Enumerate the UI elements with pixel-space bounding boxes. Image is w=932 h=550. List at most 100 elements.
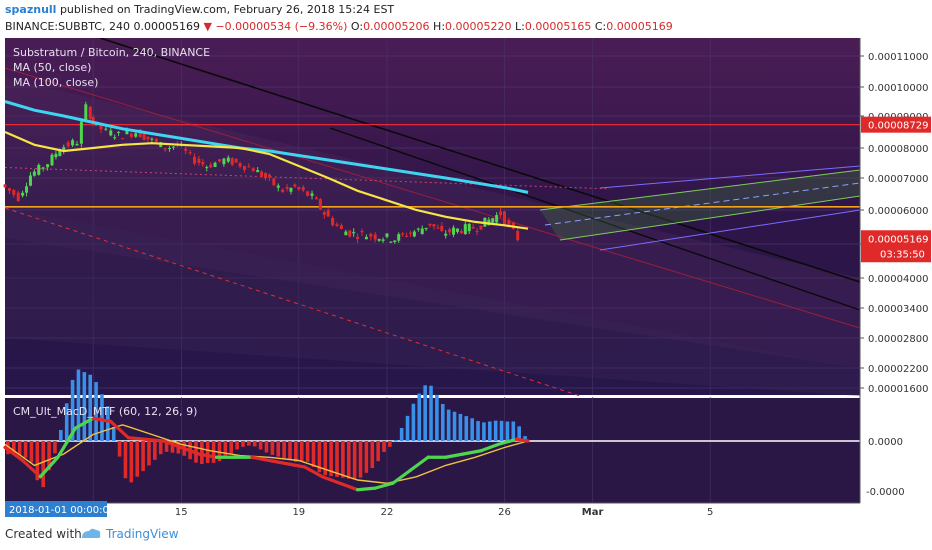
macd-histogram-bar <box>117 441 122 457</box>
price-tick-label: 0.00010000 <box>868 83 928 94</box>
legend-ma50[interactable]: MA (50, close) <box>13 61 91 74</box>
time-tick-label: 26 <box>498 507 511 518</box>
macd-line-segment <box>514 437 530 443</box>
candle-body <box>25 186 29 193</box>
candle-body <box>364 236 368 240</box>
candle-body <box>213 162 217 168</box>
candle-body <box>58 150 62 157</box>
macd-line-segment <box>197 452 219 459</box>
macd-histogram-bar <box>153 441 157 460</box>
candle-body <box>369 233 373 237</box>
macd-histogram-bar <box>258 441 263 450</box>
macd-histogram-bar <box>523 436 527 441</box>
black-trend-line-2 <box>329 127 861 311</box>
macd-histogram-bar <box>282 441 286 459</box>
candle-body <box>222 158 226 165</box>
candle-body <box>3 184 7 188</box>
candle-body <box>99 124 103 130</box>
macd-histogram-bar <box>264 441 269 453</box>
tradingview-logo-icon[interactable] <box>80 526 102 540</box>
candle-body <box>306 191 310 196</box>
username-link[interactable]: spaznull <box>5 3 57 16</box>
price-tick-label: 0.00002200 <box>868 364 928 375</box>
candle-body <box>134 133 138 137</box>
price-tick-label: 0.00001600 <box>868 384 928 395</box>
candle-body <box>401 233 405 235</box>
open-label: O: <box>350 20 364 33</box>
macd-histogram-bar <box>82 372 87 441</box>
macd-line-segment <box>479 442 501 453</box>
candle-body <box>405 235 409 237</box>
candle-body <box>205 167 209 169</box>
tradingview-brand[interactable]: TradingView <box>106 527 179 541</box>
symbol-label: BINANCE:SUBBTC, 240 <box>5 20 130 33</box>
price-change: −0.00000534 (−9.36%) <box>215 20 348 33</box>
price-tick-label: 0.00011000 <box>868 52 928 63</box>
candle-body <box>79 121 83 144</box>
macd-histogram-bar <box>229 441 234 454</box>
macd-line-segment <box>126 436 148 441</box>
macd-histogram-bar <box>505 421 510 441</box>
macd-histogram-bar <box>311 441 316 467</box>
macd-histogram-bar <box>452 411 457 441</box>
macd-line-segment <box>267 458 289 466</box>
macd-line-segment <box>373 481 395 490</box>
price-axis[interactable]: 0.000110000.000100000.000090000.00008000… <box>859 38 931 503</box>
macd-histogram-bar <box>405 415 410 441</box>
legend-ma100[interactable]: MA (100, close) <box>13 76 98 89</box>
candle-body <box>318 199 322 210</box>
candle-body <box>62 147 66 152</box>
time-tick-label: 19 <box>292 507 305 518</box>
macd-histogram-bar <box>123 441 128 479</box>
price-tag-red-text: 0.00008729 <box>868 121 928 132</box>
candle-body <box>285 187 289 189</box>
candle-body <box>348 230 352 237</box>
candle-body <box>463 224 467 234</box>
macd-histogram-bar <box>76 369 81 441</box>
publish-line: spaznull published on TradingView.com, F… <box>5 3 394 16</box>
candle-body <box>335 224 339 226</box>
macd-plot <box>3 369 860 492</box>
macd-histogram-bar <box>329 441 333 477</box>
macd-line-segment <box>303 465 324 479</box>
candle-body <box>356 236 360 239</box>
macd-histogram-bar <box>141 441 145 472</box>
candle-body <box>32 171 36 176</box>
macd-histogram-bar <box>382 441 386 453</box>
price-tag-last <box>861 230 931 263</box>
macd-histogram-bar <box>341 441 345 478</box>
macd-line-segment <box>73 416 95 430</box>
macd-histogram-bar <box>493 420 498 441</box>
trend-bands <box>4 38 861 397</box>
red-trend-line <box>4 67 861 329</box>
candle-body <box>125 130 129 135</box>
macd-histogram-bar <box>393 440 398 442</box>
candle-body <box>7 188 11 191</box>
indicator-label[interactable]: CM_Ult_MacD_MTF (60, 12, 26, 9) <box>13 405 197 418</box>
macd-histogram-bar <box>111 427 116 441</box>
macd-histogram-bar <box>12 441 16 455</box>
candle-body <box>197 158 201 163</box>
chart-header: spaznull published on TradingView.com, F… <box>0 0 932 38</box>
macd-histogram-bar <box>470 418 474 441</box>
up-channel-fill <box>540 170 860 240</box>
macd-histogram-bar <box>147 441 151 466</box>
black-trend-line-1 <box>99 38 861 283</box>
macd-histogram-bar <box>23 441 28 458</box>
candle-body <box>408 232 412 234</box>
candle-body <box>193 156 197 164</box>
candle-body <box>226 157 230 162</box>
macd-histogram-bar <box>399 428 404 441</box>
macd-histogram-bar <box>70 379 75 441</box>
time-axis[interactable]: 1215192226Mar5 <box>5 502 860 518</box>
macd-histogram-bar <box>423 385 427 441</box>
candle-body <box>297 187 301 190</box>
price-tick-label: 0.00003400 <box>868 304 928 315</box>
macd-axis[interactable]: 0.0000 -0.0000 <box>866 437 905 498</box>
candle-body <box>428 223 432 226</box>
macd-line-segment <box>461 449 483 456</box>
high-value: 0.00005220 <box>445 20 512 33</box>
price-chart[interactable]: 0.000110000.000100000.000090000.00008000… <box>0 38 932 518</box>
candles <box>3 101 520 244</box>
macd-histogram-bar <box>252 441 257 447</box>
